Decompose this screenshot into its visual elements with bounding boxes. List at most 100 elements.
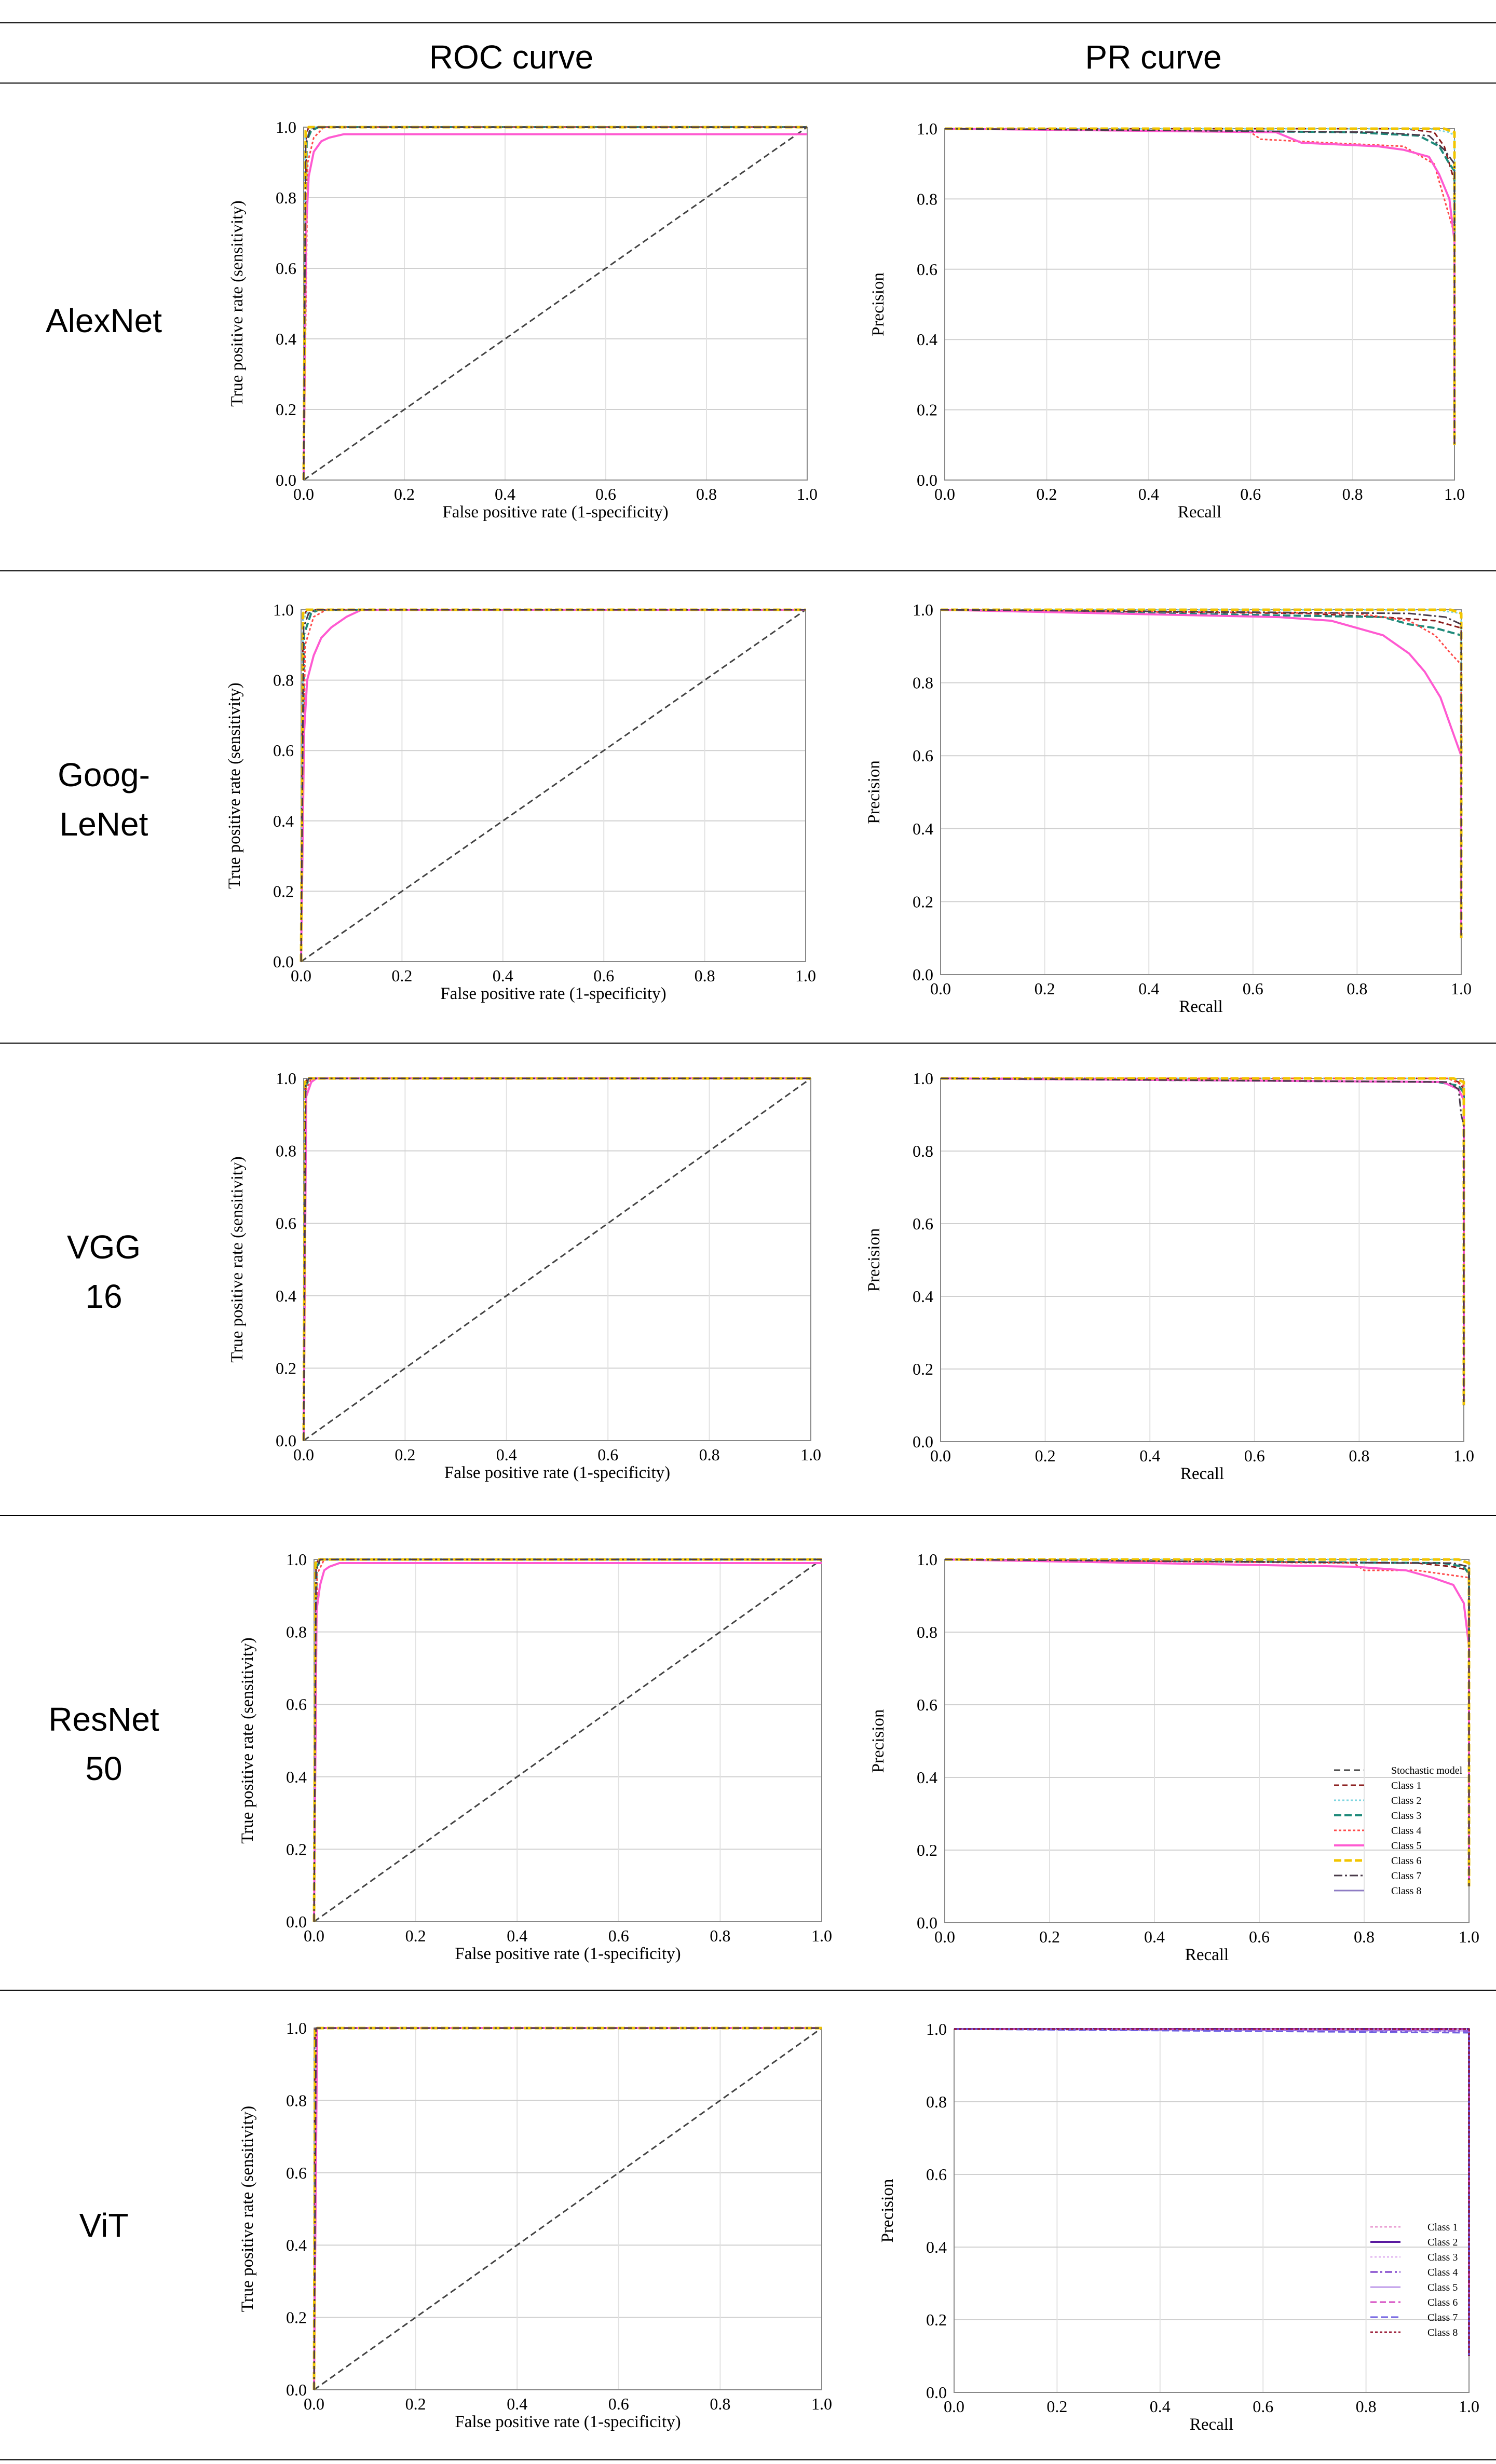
series-line-class-3: [944, 1558, 1470, 1886]
y-axis-label: Precision: [865, 1228, 883, 1292]
y-axis-label: True positive rate (sensitivity): [238, 1637, 257, 1843]
roc-chart-1: 0.00.0 0.2 0.2 0.4 0.4 0.6 0.6 0.8 0.8 1.0 1.0 Fals…: [225, 600, 816, 1003]
x-tick-label: 0.2: [405, 2394, 426, 2413]
y-tick-label: 0.8: [286, 2091, 307, 2110]
legend-label: Class 3: [1427, 2252, 1458, 2263]
x-tick-label: 0.4: [496, 1445, 517, 1464]
y-tick-label: 0.4: [917, 330, 937, 349]
series-line-class-5: [944, 1558, 1470, 1886]
y-tick-label: 0.6: [273, 741, 294, 760]
x-tick-label: 0.0: [293, 1445, 314, 1464]
plot-area: [941, 610, 1461, 975]
chart-panels: 0.00.00.20.20.40.40.60.60.80.81.01.0Fals…: [225, 118, 1479, 2434]
legend: Class 1 Class 2 Class 3 Class 4 Class 5 Class…: [1370, 2222, 1458, 2338]
legend-label: Class 8: [1427, 2327, 1458, 2338]
plot-area: [941, 1078, 1464, 1442]
y-tick-label: 0.6: [913, 746, 933, 765]
series-line-stochastic-model: [303, 126, 808, 481]
y-tick-label: 0.4: [286, 2236, 307, 2254]
y-tick-label: 1.0: [926, 2020, 947, 2038]
pr-chart-1: 0.00.0 0.2 0.2 0.4 0.4 0.6 0.6 0.8 0.8 1.0 1.0 Reca…: [865, 600, 1472, 1016]
y-tick-label: 0.8: [926, 2092, 947, 2111]
legend-label: Class 4: [1427, 2267, 1458, 2278]
x-tick-label: 0.8: [695, 966, 715, 985]
y-tick-label: 0.8: [913, 674, 933, 692]
x-tick-label: 0.2: [1035, 1446, 1056, 1465]
x-tick-label: 0.2: [394, 485, 415, 503]
x-tick-label: 0.4: [507, 2394, 527, 2413]
row-label: ResNet: [48, 1701, 159, 1738]
y-tick-label: 0.4: [273, 812, 294, 830]
series-line-class-5: [303, 133, 807, 481]
x-tick-label: 0.8: [710, 1926, 730, 1945]
x-tick-label: 0.8: [1349, 1446, 1369, 1465]
y-tick-label: 0.8: [913, 1142, 933, 1160]
series-line-stochastic-model: [303, 1077, 811, 1442]
y-tick-label: 0.0: [926, 2383, 947, 2402]
legend-label: Class 5: [1427, 2282, 1458, 2293]
y-axis-label: Precision: [869, 1709, 888, 1773]
y-tick-label: 0.4: [926, 2238, 947, 2256]
x-axis-label: False positive rate (1-specificity): [455, 1945, 681, 1963]
series-line-class-5: [300, 609, 806, 962]
x-tick-label: 0.0: [934, 485, 955, 503]
x-axis-label: Recall: [1190, 2415, 1233, 2434]
x-tick-label: 0.6: [608, 2394, 629, 2413]
y-tick-label: 0.6: [917, 1695, 937, 1714]
y-tick-label: 0.4: [913, 819, 933, 838]
series-line-class-7: [313, 2027, 822, 2390]
legend-label: Class 3: [1391, 1810, 1421, 1822]
x-axis-label: False positive rate (1-specificity): [455, 2413, 681, 2431]
x-tick-label: 0.6: [1240, 485, 1261, 503]
x-tick-label: 0.6: [593, 966, 614, 985]
x-tick-label: 0.8: [1342, 485, 1363, 503]
y-tick-label: 0.4: [913, 1287, 933, 1306]
y-tick-label: 0.2: [273, 882, 294, 900]
x-tick-label: 0.6: [1244, 1446, 1265, 1465]
x-tick-label: 1.0: [1453, 1446, 1474, 1465]
y-tick-label: 1.0: [286, 2019, 307, 2037]
x-axis-label: Recall: [1179, 997, 1222, 1016]
y-tick-label: 0.0: [276, 471, 296, 489]
series-line-class-2: [941, 609, 1462, 938]
series-line-class-7: [940, 609, 1462, 938]
legend-label: Class 7: [1427, 2312, 1458, 2323]
series-line-class-1: [944, 1558, 1470, 1886]
y-tick-label: 0.8: [276, 188, 296, 207]
header-pr-curve: PR curve: [1085, 38, 1221, 76]
y-tick-label: 0.4: [286, 1768, 307, 1786]
x-tick-label: 0.6: [1243, 979, 1263, 998]
x-tick-label: 1.0: [1444, 485, 1465, 503]
y-tick-label: 1.0: [917, 1550, 937, 1569]
y-tick-label: 0.2: [276, 400, 296, 419]
y-tick-label: 0.6: [286, 1695, 307, 1714]
plot-area: [945, 129, 1454, 480]
y-tick-label: 1.0: [276, 1069, 296, 1088]
y-axis-label: Precision: [865, 760, 883, 824]
legend: Stochastic model Class 1 Class 2 Class 3 Cla…: [1334, 1765, 1463, 1897]
y-tick-label: 0.2: [917, 1841, 937, 1859]
y-tick-label: 0.6: [926, 2165, 947, 2184]
table-frame: [0, 22, 1496, 2460]
x-tick-label: 0.2: [395, 1445, 415, 1464]
x-tick-label: 0.2: [405, 1926, 426, 1945]
x-tick-label: 1.0: [797, 485, 818, 503]
x-axis-label: Recall: [1178, 503, 1221, 522]
y-axis-label: True positive rate (sensitivity): [225, 682, 244, 888]
x-tick-label: 1.0: [1459, 1927, 1479, 1946]
y-tick-label: 0.0: [286, 2380, 307, 2399]
y-tick-label: 0.6: [917, 260, 937, 279]
x-tick-label: 0.0: [304, 1926, 324, 1945]
series-line-class-7: [940, 1077, 1465, 1405]
x-tick-label: 0.8: [696, 485, 717, 503]
x-tick-label: 0.8: [1347, 979, 1367, 998]
y-axis-label: True positive rate (sensitivity): [228, 1156, 247, 1362]
row-label: AlexNet: [46, 302, 162, 339]
legend-label: Stochastic model: [1391, 1765, 1463, 1776]
y-tick-label: 0.8: [286, 1623, 307, 1641]
x-tick-label: 0.4: [1138, 979, 1159, 998]
y-tick-label: 1.0: [276, 118, 296, 136]
y-tick-label: 1.0: [273, 600, 294, 619]
x-tick-label: 0.0: [944, 2397, 964, 2416]
